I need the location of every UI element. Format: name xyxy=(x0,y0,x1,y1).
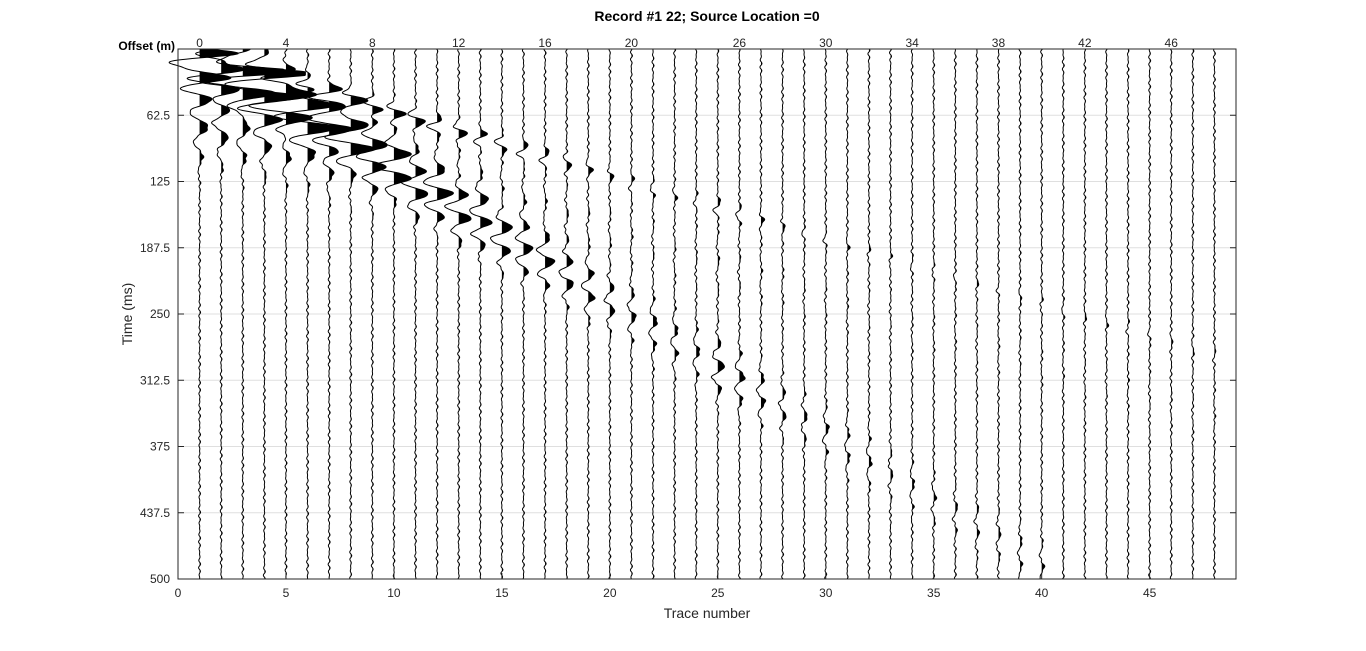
tick-marks xyxy=(177,114,1236,580)
x-tick-label: 15 xyxy=(495,586,509,600)
trace-fill xyxy=(199,49,239,574)
trace-32 xyxy=(866,48,873,580)
top-tick-label: 20 xyxy=(625,36,639,50)
trace-20 xyxy=(603,48,616,580)
trace-13 xyxy=(444,48,472,580)
trace-31 xyxy=(844,48,851,580)
trace-28 xyxy=(777,48,787,580)
top-tick-label: 16 xyxy=(538,36,552,50)
trace-43 xyxy=(1104,48,1110,580)
trace-22 xyxy=(648,48,658,580)
trace-46 xyxy=(1169,48,1174,580)
top-tick-label: 38 xyxy=(992,36,1006,50)
trace-41 xyxy=(1061,48,1066,580)
x-tick-label: 10 xyxy=(387,586,401,600)
trace-36 xyxy=(951,48,958,580)
top-tick-label: 12 xyxy=(452,36,466,50)
trace-48 xyxy=(1212,48,1217,580)
trace-fill xyxy=(221,60,245,579)
trace-29 xyxy=(800,48,808,580)
trace-44 xyxy=(1125,48,1131,580)
trace-34 xyxy=(909,48,916,580)
trace-10 xyxy=(372,48,412,580)
trace-26 xyxy=(734,48,746,580)
trace-45 xyxy=(1147,48,1152,580)
trace-30 xyxy=(821,48,830,580)
trace-42 xyxy=(1082,48,1088,580)
y-tick-label: 312.5 xyxy=(140,373,170,387)
trace-7 xyxy=(305,48,354,580)
y-tick-label: 125 xyxy=(150,175,170,189)
y-tick-label: 250 xyxy=(150,307,170,321)
top-tick-label: 42 xyxy=(1078,36,1092,50)
trace-35 xyxy=(930,48,938,580)
trace-12 xyxy=(423,48,454,580)
trace-4 xyxy=(224,48,306,580)
trace-25 xyxy=(710,48,725,580)
top-tick-label: 26 xyxy=(733,36,747,50)
y-tick-label: 437.5 xyxy=(140,506,170,520)
x-tick-label: 40 xyxy=(1035,586,1049,600)
trace-37 xyxy=(973,48,981,580)
trace-17 xyxy=(535,48,556,580)
x-axis-label: Trace number xyxy=(664,605,751,621)
trace-14 xyxy=(469,48,493,580)
trace-47 xyxy=(1190,48,1195,580)
top-tick-label: 4 xyxy=(283,36,290,50)
trace-27 xyxy=(755,48,767,580)
trace-9 xyxy=(355,48,388,580)
y-tick-label: 375 xyxy=(150,440,170,454)
grid-lines xyxy=(178,114,1236,514)
trace-11 xyxy=(400,48,429,580)
trace-33 xyxy=(887,48,894,580)
trace-3 xyxy=(201,48,285,580)
chart-title: Record #1 22; Source Location =0 xyxy=(594,8,819,24)
trace-19 xyxy=(580,48,596,580)
trace-24 xyxy=(692,48,701,580)
y-tick-label: 62.5 xyxy=(147,108,171,122)
x-tick-label: 5 xyxy=(283,586,290,600)
top-tick-label: 34 xyxy=(905,36,919,50)
trace-fill xyxy=(653,56,658,578)
top-axis-label: Offset (m) xyxy=(118,39,175,53)
trace-fill xyxy=(350,51,376,576)
trace-16 xyxy=(514,48,534,580)
trace-38 xyxy=(995,48,1002,580)
x-tick-label: 25 xyxy=(711,586,725,600)
trace-39 xyxy=(1016,48,1024,580)
x-tick-label: 45 xyxy=(1143,586,1157,600)
x-tick-label: 20 xyxy=(603,586,617,600)
x-tick-label: 30 xyxy=(819,586,833,600)
trace-8 xyxy=(324,48,377,580)
x-tick-label: 0 xyxy=(175,586,182,600)
y-axis-label: Time (ms) xyxy=(119,283,135,345)
trace-5 xyxy=(248,48,318,579)
trace-21 xyxy=(626,48,637,580)
top-tick-label: 46 xyxy=(1165,36,1179,50)
traces xyxy=(168,48,1217,580)
y-tick-label: 187.5 xyxy=(140,241,170,255)
trace-1 xyxy=(168,48,240,580)
trace-fill xyxy=(1128,49,1130,579)
y-tick-label: 500 xyxy=(150,572,170,586)
top-tick-label: 0 xyxy=(196,36,203,50)
trace-23 xyxy=(670,48,680,580)
trace-6 xyxy=(273,48,337,580)
trace-fill xyxy=(393,49,412,579)
trace-15 xyxy=(489,48,513,580)
top-tick-label: 30 xyxy=(819,36,833,50)
trace-18 xyxy=(558,48,574,580)
x-tick-label: 35 xyxy=(927,586,941,600)
trace-40 xyxy=(1038,48,1046,580)
trace-2 xyxy=(186,48,246,580)
top-tick-label: 8 xyxy=(369,36,376,50)
